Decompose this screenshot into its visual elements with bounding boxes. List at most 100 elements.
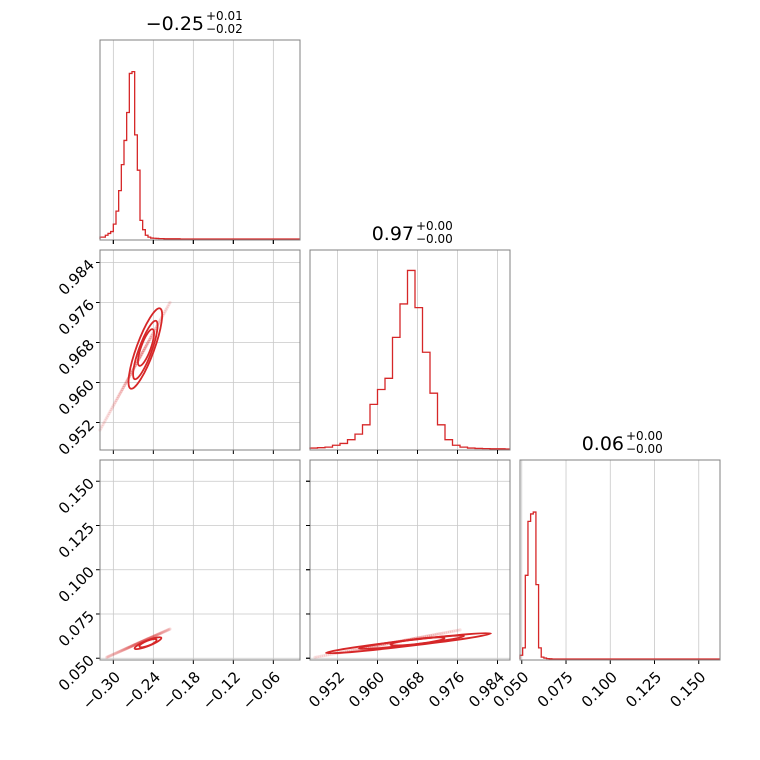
sample-point — [168, 300, 172, 305]
sample-point — [154, 633, 158, 637]
sample-point — [166, 628, 170, 632]
histogram-bin — [385, 378, 393, 449]
sample-point — [167, 302, 171, 306]
sample-point — [107, 411, 111, 415]
sample-point — [123, 382, 127, 386]
panel-title: 0.06 — [582, 433, 624, 455]
sample-point — [148, 337, 152, 342]
x-tick-label: 0.952 — [305, 668, 348, 711]
histogram-panel — [519, 459, 721, 664]
sample-point — [163, 310, 167, 314]
sample-point — [109, 408, 113, 412]
contour-line — [132, 319, 159, 381]
sample-point — [158, 631, 162, 636]
sample-point — [138, 354, 143, 358]
scatter-panel — [96, 459, 301, 664]
sample-point — [152, 634, 156, 638]
histogram-panel — [99, 39, 301, 244]
sample-point — [158, 319, 162, 323]
histogram-bin — [393, 337, 401, 449]
sample-point — [105, 655, 110, 659]
y-tick-label: 0.150 — [55, 475, 98, 518]
histogram-bin — [355, 434, 363, 449]
sample-point — [437, 632, 441, 636]
title-lower-error: −0.00 — [416, 232, 453, 246]
histogram-bin — [408, 270, 416, 449]
sample-point — [141, 350, 145, 354]
sample-point — [127, 645, 131, 650]
sample-point — [103, 419, 107, 423]
sample-point — [454, 629, 458, 633]
sample-point — [317, 654, 321, 659]
sample-point — [113, 400, 117, 404]
sample-point — [146, 341, 150, 345]
sample-point — [145, 343, 149, 347]
sample-point — [456, 628, 460, 632]
sample-point — [109, 653, 113, 657]
panel-background — [310, 460, 510, 660]
x-tick-label: −0.24 — [119, 668, 164, 713]
x-tick-label: −0.12 — [199, 668, 244, 713]
histogram-bin — [363, 425, 371, 449]
histogram-bin — [531, 514, 534, 659]
panel-title: 0.97 — [372, 223, 414, 245]
sample-point — [100, 424, 104, 428]
histogram-bin — [370, 404, 378, 449]
sample-point — [115, 396, 119, 401]
sample-point — [153, 633, 157, 638]
sample-point — [139, 352, 144, 356]
contour-line — [138, 638, 158, 649]
sample-point — [355, 647, 359, 651]
sample-point — [122, 384, 126, 388]
sample-point — [129, 644, 134, 648]
title-upper-error: +0.00 — [416, 219, 453, 233]
sample-point — [120, 387, 124, 391]
y-tick-label: 0.100 — [55, 563, 98, 606]
panel-background — [520, 460, 720, 660]
sample-point — [168, 627, 172, 631]
sample-point — [163, 629, 168, 633]
sample-point — [122, 647, 126, 652]
y-tick-label: 0.976 — [55, 296, 98, 339]
sample-point — [110, 653, 114, 657]
sample-point — [162, 629, 167, 634]
sample-point — [441, 631, 445, 635]
sample-point — [117, 393, 121, 397]
sample-point — [150, 334, 154, 338]
sample-point — [107, 654, 112, 658]
histogram-bin — [445, 440, 453, 449]
panel-title: −0.25 — [146, 13, 204, 35]
sample-point — [433, 633, 437, 637]
histogram-bin — [340, 443, 348, 449]
panel-background — [100, 460, 300, 660]
panel-border — [309, 249, 511, 451]
sample-point — [105, 655, 109, 659]
sample-point — [155, 633, 159, 637]
panel-background — [100, 250, 300, 450]
histogram-line — [99, 70, 300, 240]
sample-point — [119, 389, 123, 393]
histogram-bin — [423, 352, 431, 449]
sample-point — [161, 630, 165, 634]
sample-point — [104, 417, 108, 421]
sample-point — [106, 654, 111, 659]
sample-point — [326, 653, 330, 657]
histogram-bin — [415, 308, 423, 449]
sample-point — [120, 648, 124, 652]
panel-border — [309, 459, 511, 661]
sample-point — [125, 646, 129, 650]
histogram-bin — [438, 425, 446, 449]
title-upper-error: +0.00 — [626, 429, 663, 443]
sample-point — [149, 336, 153, 340]
sample-point — [439, 631, 443, 636]
sample-point — [128, 645, 133, 649]
y-tick-label: 0.968 — [55, 336, 98, 379]
sample-point — [449, 629, 454, 634]
title-lower-error: −0.02 — [206, 22, 243, 36]
panel-border — [99, 39, 301, 241]
sample-point — [116, 395, 120, 399]
x-tick-label: 0.125 — [622, 668, 665, 711]
histogram-bin — [430, 393, 438, 449]
histogram-panel — [309, 249, 511, 454]
